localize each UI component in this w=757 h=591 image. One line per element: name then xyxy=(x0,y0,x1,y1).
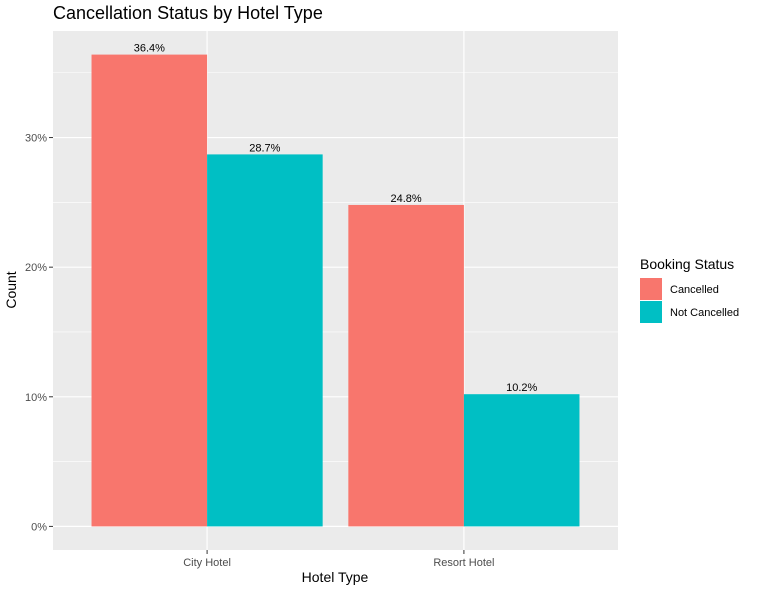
y-tick-label: 30% xyxy=(25,133,47,145)
bar xyxy=(463,394,580,527)
legend-title: Booking Status xyxy=(640,256,734,272)
y-axis-title: Count xyxy=(3,271,19,308)
data-labels: 36.4% 24.8% 28.7% 10.2% xyxy=(134,43,538,395)
legend-key xyxy=(640,301,662,323)
data-label: 10.2% xyxy=(506,382,537,394)
bars xyxy=(91,54,580,527)
legend: Booking Status Cancelled Not Cancelled xyxy=(640,256,739,323)
x-axis: City Hotel Resort Hotel xyxy=(183,550,494,569)
y-tick-label: 20% xyxy=(25,262,47,274)
legend-items: Cancelled Not Cancelled xyxy=(640,278,739,323)
bar xyxy=(207,154,323,527)
y-tick-label: 0% xyxy=(31,521,47,533)
chart-title: Cancellation Status by Hotel Type xyxy=(53,3,323,23)
bar xyxy=(348,204,464,527)
data-label: 36.4% xyxy=(134,43,165,55)
y-tick-label: 10% xyxy=(25,392,47,404)
x-tick-label: Resort Hotel xyxy=(433,557,494,569)
legend-key xyxy=(640,278,662,300)
bar xyxy=(91,54,208,527)
y-axis: 0% 10% 20% 30% xyxy=(25,133,53,533)
legend-label: Not Cancelled xyxy=(670,307,739,319)
x-axis-title: Hotel Type xyxy=(302,569,369,585)
legend-label: Cancelled xyxy=(670,284,719,296)
data-label: 28.7% xyxy=(249,142,280,154)
data-label: 24.8% xyxy=(391,193,422,205)
x-tick-label: City Hotel xyxy=(183,557,231,569)
